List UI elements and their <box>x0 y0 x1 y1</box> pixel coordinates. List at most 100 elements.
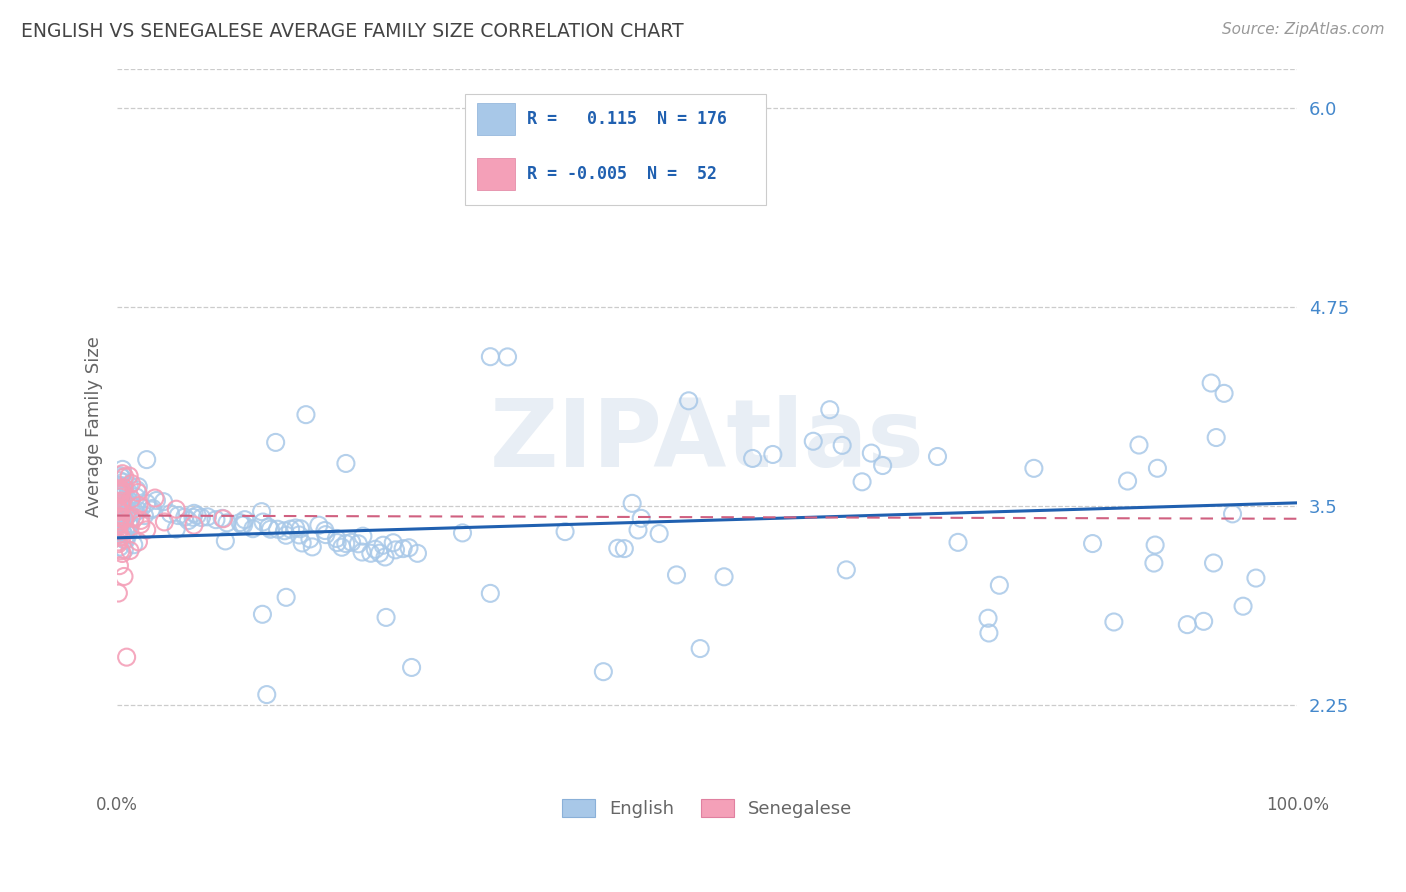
Point <box>301 540 323 554</box>
Point <box>274 528 297 542</box>
Point <box>181 510 204 524</box>
Point <box>111 516 134 531</box>
Point <box>135 496 157 510</box>
Point <box>256 688 278 702</box>
Point <box>108 490 131 504</box>
Point <box>364 542 387 557</box>
Point <box>112 569 135 583</box>
Point <box>266 522 288 536</box>
Point <box>927 450 949 464</box>
Point <box>107 508 129 523</box>
Point <box>678 393 700 408</box>
Point <box>325 532 347 546</box>
Point <box>115 523 138 537</box>
Point <box>326 535 349 549</box>
Point <box>298 532 321 546</box>
Point <box>1116 474 1139 488</box>
Point <box>112 481 135 495</box>
Point <box>107 502 129 516</box>
Point <box>121 476 143 491</box>
Point <box>1175 617 1198 632</box>
Point <box>117 527 139 541</box>
Point <box>205 513 228 527</box>
Point <box>648 526 671 541</box>
Point <box>252 607 274 622</box>
Point <box>108 503 131 517</box>
Point <box>741 451 763 466</box>
Point <box>347 537 370 551</box>
Point <box>165 502 187 516</box>
Point <box>110 526 132 541</box>
Point <box>110 468 132 483</box>
Point <box>108 516 131 531</box>
Point <box>831 438 853 452</box>
Point <box>630 511 652 525</box>
Point <box>186 508 208 523</box>
Point <box>135 523 157 537</box>
Point <box>352 529 374 543</box>
Y-axis label: Average Family Size: Average Family Size <box>86 336 103 516</box>
Point <box>229 516 252 530</box>
Point <box>127 503 149 517</box>
Point <box>613 541 636 556</box>
Point <box>118 507 141 521</box>
Point <box>118 497 141 511</box>
Point <box>112 483 135 497</box>
Point <box>117 492 139 507</box>
Point <box>1222 507 1244 521</box>
Point <box>112 489 135 503</box>
Point <box>1144 538 1167 552</box>
Point <box>689 641 711 656</box>
Point <box>988 578 1011 592</box>
Point <box>110 487 132 501</box>
Point <box>110 501 132 516</box>
Point <box>291 536 314 550</box>
Point <box>125 483 148 497</box>
Point <box>112 499 135 513</box>
Point <box>145 493 167 508</box>
Point <box>392 541 415 556</box>
Point <box>1022 461 1045 475</box>
Point <box>153 515 176 529</box>
Point <box>330 540 353 554</box>
Point <box>110 510 132 524</box>
Text: R =   0.115  N = 176: R = 0.115 N = 176 <box>527 111 727 128</box>
Point <box>115 501 138 516</box>
Point <box>340 535 363 549</box>
Point <box>295 408 318 422</box>
Point <box>108 519 131 533</box>
Point <box>118 478 141 492</box>
Point <box>259 522 281 536</box>
Point <box>127 534 149 549</box>
Point <box>107 586 129 600</box>
Point <box>288 528 311 542</box>
Point <box>122 538 145 552</box>
Point <box>115 494 138 508</box>
Text: ENGLISH VS SENEGALESE AVERAGE FAMILY SIZE CORRELATION CHART: ENGLISH VS SENEGALESE AVERAGE FAMILY SIZ… <box>21 22 683 41</box>
Point <box>110 495 132 509</box>
Point <box>107 537 129 551</box>
Point <box>143 491 166 505</box>
Point <box>371 538 394 552</box>
Legend: English, Senegalese: English, Senegalese <box>555 792 859 825</box>
Point <box>280 522 302 536</box>
Text: R = -0.005  N =  52: R = -0.005 N = 52 <box>527 166 717 184</box>
Point <box>173 510 195 524</box>
Point <box>1128 438 1150 452</box>
Point <box>112 497 135 511</box>
Point <box>762 447 785 461</box>
Point <box>107 503 129 517</box>
Point <box>252 515 274 529</box>
Point <box>110 478 132 492</box>
Point <box>124 505 146 519</box>
Point <box>818 402 841 417</box>
Point <box>1146 461 1168 475</box>
Point <box>107 527 129 541</box>
Text: Source: ZipAtlas.com: Source: ZipAtlas.com <box>1222 22 1385 37</box>
Point <box>110 543 132 558</box>
Point <box>197 509 219 524</box>
Point <box>315 527 337 541</box>
Point <box>108 558 131 573</box>
Point <box>108 480 131 494</box>
Point <box>368 546 391 560</box>
